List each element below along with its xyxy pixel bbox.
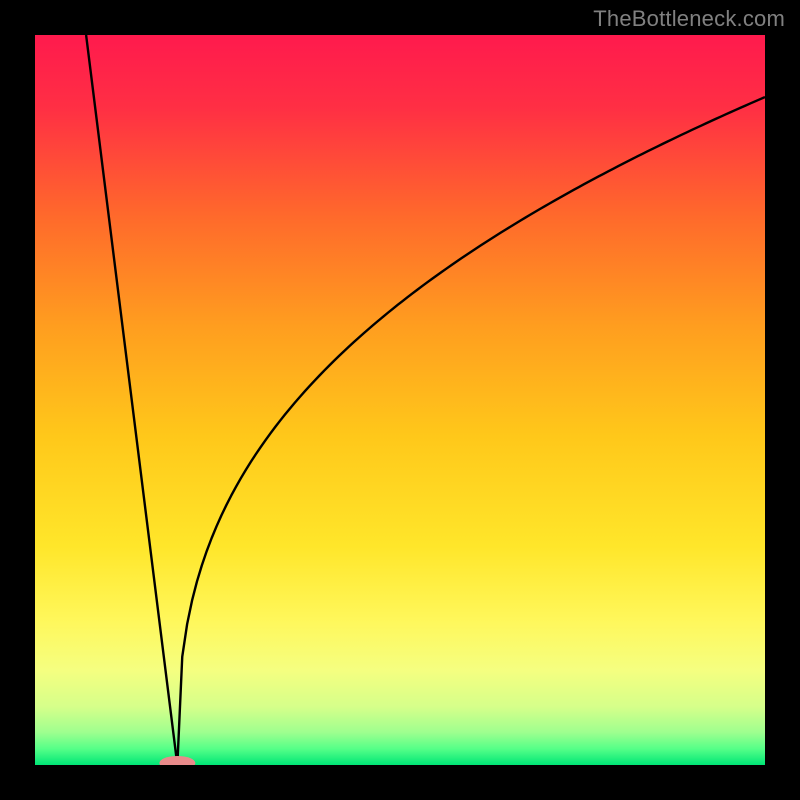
optimum-marker	[159, 756, 195, 765]
watermark-text: TheBottleneck.com	[593, 6, 785, 32]
plot-area	[35, 35, 765, 765]
bottleneck-curve	[86, 35, 765, 765]
chart-svg	[35, 35, 765, 765]
